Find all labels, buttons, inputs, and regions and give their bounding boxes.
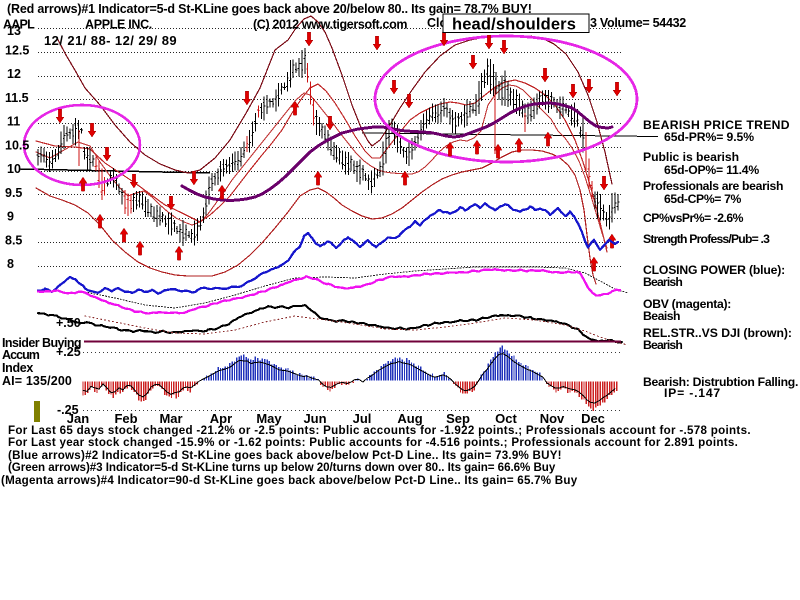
svg-text:8.5: 8.5 xyxy=(5,233,22,247)
svg-text:+.50: +.50 xyxy=(56,316,81,330)
svg-text:OBV (magenta):: OBV (magenta): xyxy=(643,297,731,311)
svg-text:8: 8 xyxy=(7,257,14,271)
svg-text:9: 9 xyxy=(7,210,14,224)
svg-text:Beaish: Beaish xyxy=(643,309,680,323)
svg-text:May: May xyxy=(256,411,282,426)
svg-text:Professionals are bearish: Professionals are bearish xyxy=(643,179,783,193)
svg-text:IP= -.147: IP= -.147 xyxy=(664,386,721,400)
svg-text:CLOSING POWER (blue):: CLOSING POWER (blue): xyxy=(643,263,785,277)
svg-text:For Last year stock changed -1: For Last year stock changed -15.9% or -1… xyxy=(8,436,738,449)
svg-text:Mar: Mar xyxy=(159,411,182,426)
svg-text:-.25: -.25 xyxy=(57,403,79,417)
svg-text:65d-OP%= 11.4%: 65d-OP%= 11.4% xyxy=(664,163,759,177)
svg-text:+.25: +.25 xyxy=(56,345,81,359)
svg-text:Feb: Feb xyxy=(114,411,137,426)
svg-text:(Magenta arrows)#4 Indicator=9: (Magenta arrows)#4 Indicator=90-d St-KLi… xyxy=(1,474,578,487)
svg-text:(Blue arrows)#2 Indicator=5-d: (Blue arrows)#2 Indicator=5-d St-KLine g… xyxy=(8,449,562,462)
svg-text:9.5: 9.5 xyxy=(5,186,22,200)
svg-text:Sep: Sep xyxy=(446,411,470,426)
svg-text:Bearish: Bearish xyxy=(643,338,682,352)
svg-text:Insider Buying: Insider Buying xyxy=(2,336,81,350)
svg-text:(C) 2012 www.tigersoft.com: (C) 2012 www.tigersoft.com xyxy=(253,18,407,32)
svg-text:11.5: 11.5 xyxy=(5,91,29,105)
svg-text:3 Volume= 54432: 3 Volume= 54432 xyxy=(590,16,686,30)
svg-text:Jan: Jan xyxy=(67,411,89,426)
svg-text:Jul: Jul xyxy=(353,411,372,426)
svg-text:BEARISH PRICE TREND: BEARISH PRICE TREND xyxy=(643,118,790,132)
svg-text:AI= 135/200: AI= 135/200 xyxy=(2,374,72,388)
svg-text:11: 11 xyxy=(7,115,20,129)
svg-text:10: 10 xyxy=(7,162,21,176)
svg-text:Bearish: Bearish xyxy=(643,275,682,289)
svg-text:Oct: Oct xyxy=(495,411,517,426)
svg-text:10.5: 10.5 xyxy=(5,138,29,152)
svg-text:For Last 65 days stock changed: For Last 65 days stock changed -21.2% or… xyxy=(8,424,751,437)
svg-text:(Red arrows)#1 Indicator=5-d S: (Red arrows)#1 Indicator=5-d St-KLine go… xyxy=(7,2,532,16)
svg-text:65d-PR%= 9.5%: 65d-PR%= 9.5% xyxy=(664,130,754,144)
svg-text:Apr: Apr xyxy=(210,411,232,426)
svg-text:Strength Profess/Pub= .3: Strength Profess/Pub= .3 xyxy=(643,232,770,246)
svg-text:(Green arrows)#3 Indicator=5-d: (Green arrows)#3 Indicator=5-d St-KLine … xyxy=(8,461,556,474)
svg-text:12.5: 12.5 xyxy=(5,43,29,57)
svg-text:REL.STR..VS DJI (brown):: REL.STR..VS DJI (brown): xyxy=(643,326,792,340)
svg-text:12/ 21/ 88- 12/ 29/ 89: 12/ 21/ 88- 12/ 29/ 89 xyxy=(44,33,177,48)
svg-text:Index: Index xyxy=(2,361,33,375)
svg-text:APPLE INC.: APPLE INC. xyxy=(85,18,152,32)
svg-text:65d-CP%= 7%: 65d-CP%= 7% xyxy=(664,192,742,206)
svg-text:Public is bearish: Public is bearish xyxy=(643,150,739,164)
svg-text:Clo: Clo xyxy=(427,16,448,30)
svg-text:Dec: Dec xyxy=(581,411,605,426)
svg-text:CP%vsPr%= -2.6%: CP%vsPr%= -2.6% xyxy=(643,211,744,225)
svg-text:Aug: Aug xyxy=(397,411,422,426)
svg-text:Bearish: Distrubtion Falling.: Bearish: Distrubtion Falling. xyxy=(643,375,798,389)
svg-text:Accum: Accum xyxy=(2,348,40,362)
svg-text:12: 12 xyxy=(7,67,21,81)
svg-text:Jun: Jun xyxy=(303,411,326,426)
svg-text:head/shoulders: head/shoulders xyxy=(452,16,576,34)
svg-text:Nov: Nov xyxy=(540,411,565,426)
svg-text:AAPL: AAPL xyxy=(3,18,35,32)
svg-text:13: 13 xyxy=(7,24,21,38)
